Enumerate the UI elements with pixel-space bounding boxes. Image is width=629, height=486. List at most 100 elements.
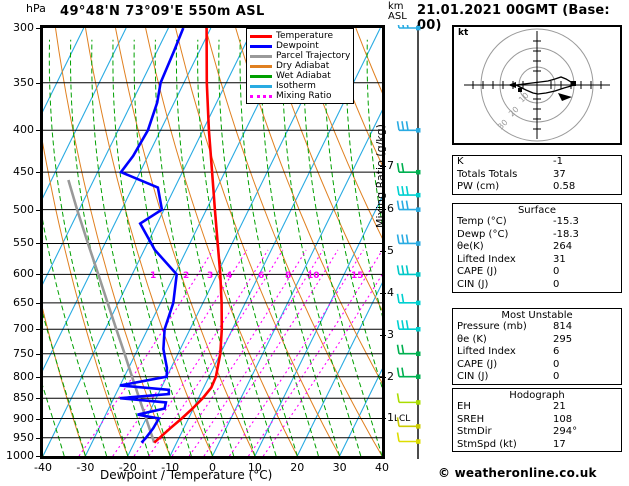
height-tick-mark — [380, 335, 386, 337]
table-title: Hodograph — [509, 390, 565, 401]
table-row: θe(K) 264 — [453, 241, 621, 254]
hodograph-storm-arrow — [558, 93, 572, 101]
table-row: StmSpd (kt) 17 — [453, 439, 621, 452]
table-row-value: 295 — [553, 333, 573, 345]
legend-label: Parcel Trajectory — [276, 50, 351, 61]
temperature-tick-label: 0 — [209, 461, 216, 474]
pressure-tick-mark — [36, 437, 42, 439]
table-row-key: Lifted Index — [457, 253, 516, 265]
table-row-value: 6 — [553, 346, 560, 358]
table-row-value: 31 — [553, 253, 566, 265]
table-row-key: CIN (J) — [457, 371, 489, 383]
legend-item: Parcel Trajectory — [250, 51, 350, 61]
temperature-tick-label: -20 — [118, 461, 137, 474]
wind-barb — [396, 432, 421, 444]
most-unstable-table: Most Unstable Pressure (mb) 814 θe (K) 295 Li… — [452, 308, 622, 385]
pressure-axis-unit-label: hPa — [26, 2, 46, 15]
table-row: PW (cm) 0.58 — [453, 181, 621, 194]
lcl-label: LCL — [394, 414, 411, 425]
table-row: StmDir 294° — [453, 426, 621, 439]
temperature-tick-label: -40 — [34, 461, 52, 474]
table-row: Totals Totals 37 — [453, 169, 621, 182]
table-row: Lifted Index 31 — [453, 254, 621, 267]
table-title: Most Unstable — [501, 310, 573, 321]
legend-color-swatch — [250, 34, 272, 38]
wind-barb — [396, 320, 421, 332]
table-row-value: -15.3 — [553, 216, 579, 227]
height-tick-label: 2 — [387, 369, 394, 383]
legend-item: Dewpoint — [250, 41, 350, 51]
table-row: CAPE (J) 0 — [453, 266, 621, 279]
legend-color-swatch — [250, 54, 272, 58]
pressure-tick-mark — [36, 398, 42, 400]
table-row-value: 0 — [553, 358, 560, 370]
table-row-key: SREH — [457, 413, 485, 425]
pressure-tick-mark — [36, 28, 42, 29]
temperature-tick-label: 10 — [247, 461, 262, 474]
wind-barb — [396, 121, 421, 133]
height-tick-label: 1 — [387, 411, 394, 425]
datetime-title: 21.01.2021 00GMT (Base: 00) — [417, 3, 610, 33]
pressure-tick-label: 300 — [13, 21, 34, 34]
table-row-key: StmDir — [457, 426, 492, 438]
temperature-tick-label: 20 — [290, 461, 305, 474]
wet-adiabat-lines — [43, 39, 382, 456]
wind-barb — [396, 265, 421, 277]
table-row: Dewp (°C) -18.3 — [453, 229, 621, 242]
table-row-key: θe (K) — [457, 333, 487, 345]
pressure-tick-label: 950 — [13, 430, 34, 444]
hodograph-wind-arrow — [508, 82, 516, 88]
wind-barb — [396, 367, 421, 379]
height-tick-mark — [380, 293, 386, 295]
temperature-curve — [153, 28, 224, 444]
table-row-key: PW (cm) — [457, 181, 500, 193]
svg-text:4: 4 — [226, 271, 232, 281]
pressure-tick-mark — [36, 302, 42, 304]
hodograph-panel: 10 20 30 — [452, 25, 622, 145]
parcel-trajectory-curve — [67, 179, 156, 444]
legend-color-swatch — [250, 64, 272, 68]
wind-barb — [396, 393, 421, 405]
dewpoint-curve — [118, 28, 185, 444]
temperature-tick-label: 40 — [375, 461, 389, 474]
pressure-tick-mark — [36, 353, 42, 355]
pressure-tick-label: 700 — [13, 322, 34, 336]
pressure-tick-label: 450 — [13, 165, 34, 179]
legend-color-swatch — [250, 44, 272, 48]
table-row: Temp (°C) -15.3 — [453, 216, 621, 229]
pressure-tick-label: 500 — [13, 202, 34, 216]
wind-barb-plot — [396, 18, 421, 459]
svg-text:20: 20 — [507, 105, 521, 119]
legend-item: Mixing Ratio — [250, 91, 350, 101]
table-row: θe (K) 295 — [453, 334, 621, 347]
table-row: K -1 — [453, 156, 621, 169]
pressure-tick-mark — [36, 172, 42, 174]
legend-label: Temperature — [276, 30, 334, 41]
table-row-value: -18.3 — [553, 228, 579, 240]
pressure-tick-label: 650 — [13, 295, 34, 309]
svg-text:10: 10 — [307, 271, 320, 281]
table-row-key: EH — [457, 401, 471, 412]
pressure-tick-mark — [36, 243, 42, 245]
legend-item: Dry Adiabat — [250, 61, 350, 71]
pressure-tick-mark — [36, 376, 42, 378]
table-title: Surface — [517, 205, 557, 216]
wind-barb — [396, 200, 421, 212]
hodograph-endpoint-marker — [571, 81, 576, 86]
height-tick-mark — [380, 418, 386, 420]
table-row-value: 21 — [553, 401, 566, 412]
table-row-key: Temp (°C) — [457, 216, 507, 227]
pressure-tick-mark — [36, 82, 42, 84]
indices-table: K -1 Totals Totals 37 PW (cm) 0.58 — [452, 155, 622, 195]
legend-item: Temperature — [250, 31, 350, 41]
pressure-tick-label: 800 — [13, 369, 34, 383]
surface-table: Surface Temp (°C) -15.3 Dewp (°C) -18.3 θe(K)… — [452, 203, 622, 293]
legend-label: Mixing Ratio — [276, 90, 332, 101]
table-row-value: 0 — [553, 266, 560, 278]
height-tick-label: 5 — [387, 244, 394, 258]
legend-label: Dry Adiabat — [276, 60, 330, 71]
legend-label: Wet Adiabat — [276, 70, 331, 81]
legend-color-swatch — [250, 74, 272, 78]
pressure-tick-label: 400 — [13, 123, 34, 137]
